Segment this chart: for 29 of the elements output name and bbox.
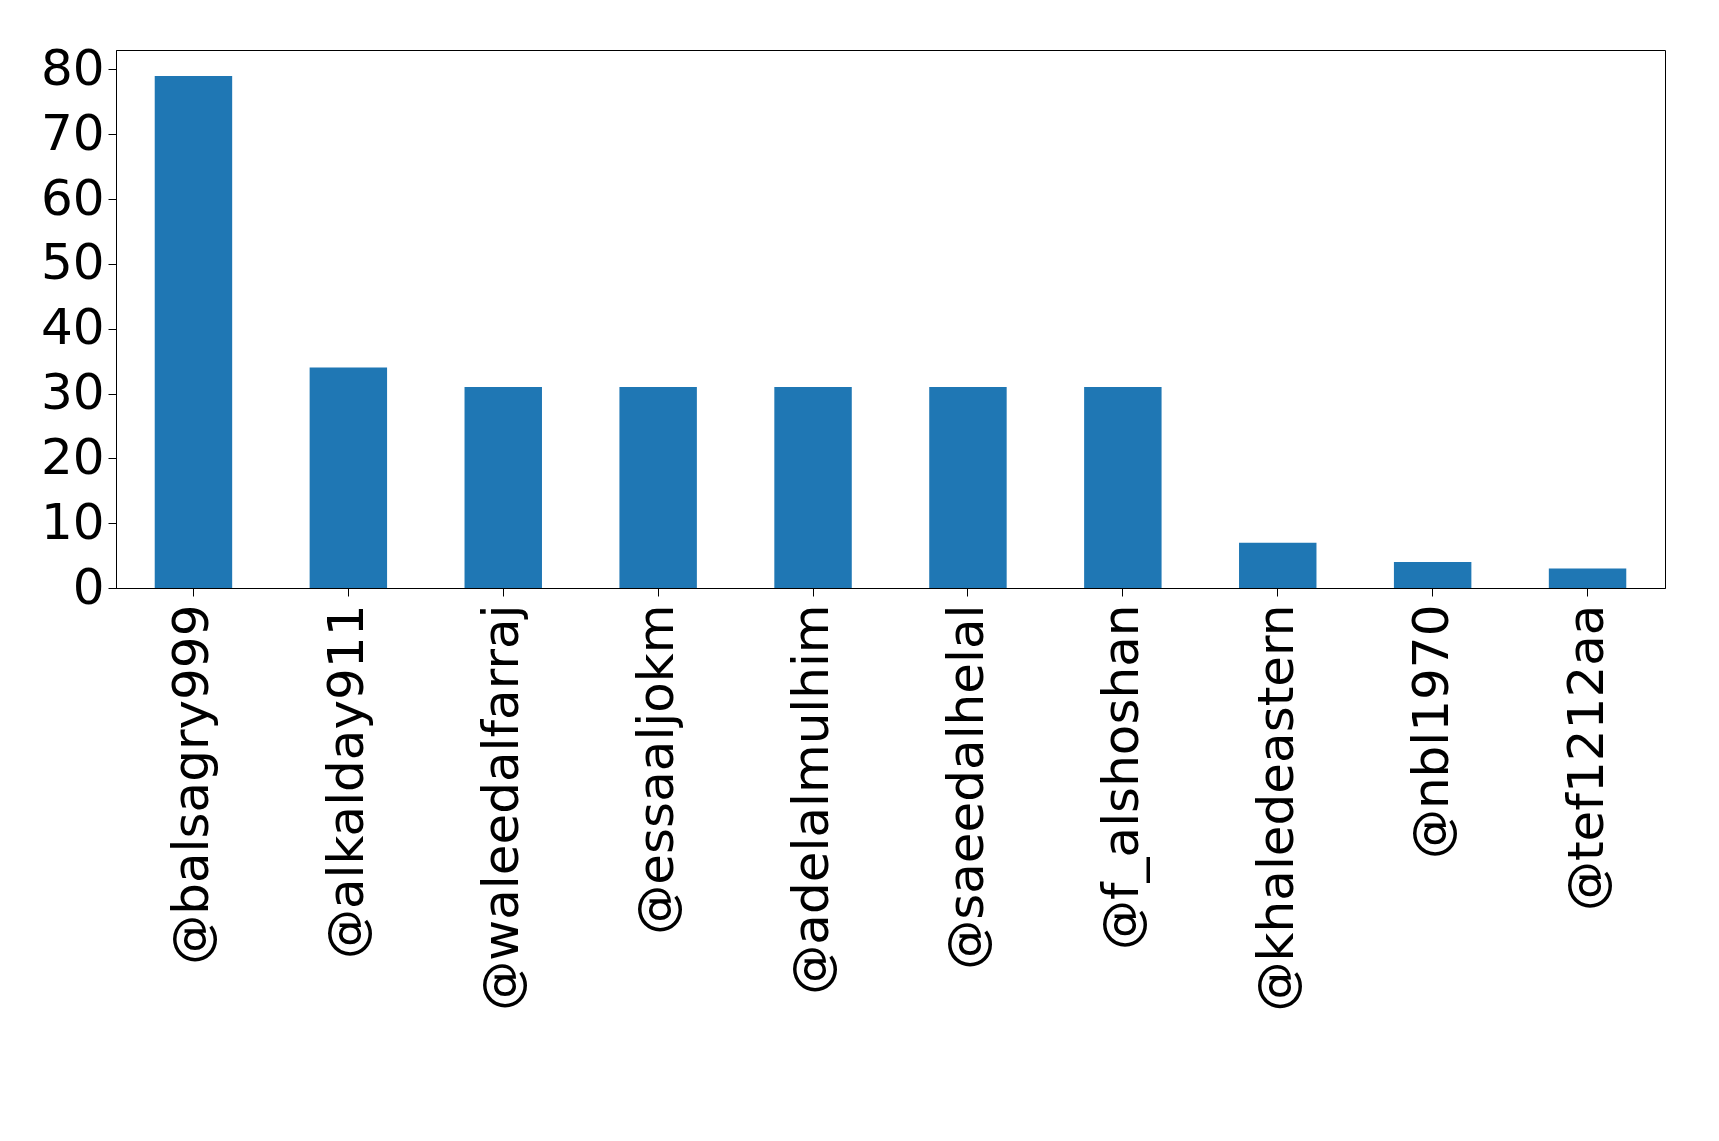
- bar: [619, 387, 697, 588]
- x-tick-label: @saeedalhelal: [936, 604, 995, 970]
- x-tick-label: @khaledeastern: [1246, 604, 1305, 1012]
- y-tick-label: 20: [40, 427, 105, 486]
- y-tick-label: 70: [40, 103, 105, 162]
- y-tick-label: 80: [40, 38, 105, 97]
- y-tick-label: 30: [40, 363, 105, 422]
- bar: [154, 75, 233, 588]
- bar: [774, 387, 852, 588]
- y-tick-label: 10: [40, 492, 105, 551]
- bar: [929, 387, 1007, 588]
- bar: [464, 387, 542, 588]
- y-tick-label: 0: [72, 557, 105, 616]
- bar: [1239, 542, 1317, 588]
- bar: [309, 367, 388, 588]
- y-tick-label: 60: [40, 168, 105, 227]
- x-tick-label: @adelalmulhim: [782, 604, 841, 995]
- bar: [1084, 387, 1162, 588]
- y-tick-label: 40: [40, 298, 105, 357]
- bar: [1393, 562, 1472, 588]
- x-tick-label: @f_alshoshan: [1091, 604, 1150, 951]
- x-tick-label: @balsagry999: [162, 604, 221, 965]
- x-tick-label: @essaaljokm: [627, 604, 686, 935]
- x-tick-label: @waleedalfarraj: [472, 604, 531, 1011]
- bar: [1548, 568, 1627, 588]
- x-tick-label: @tef1212aa: [1556, 604, 1615, 911]
- x-tick-label: @nbl1970: [1401, 604, 1460, 860]
- x-tick-label: @alkalday911: [317, 604, 376, 960]
- y-tick-label: 50: [40, 233, 105, 292]
